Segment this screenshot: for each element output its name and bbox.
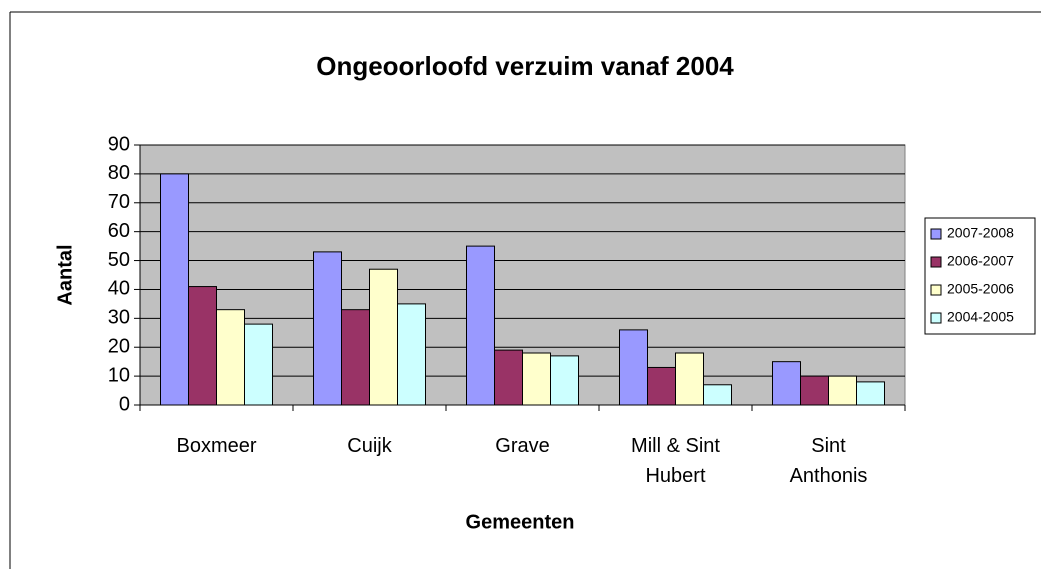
x-tick-label: Cuijk — [347, 435, 392, 457]
y-tick-label: 80 — [108, 162, 130, 184]
bar — [188, 286, 217, 406]
y-axis-label: Aantal — [54, 244, 76, 305]
bar — [772, 361, 801, 406]
bar — [244, 323, 273, 406]
bar — [856, 381, 885, 406]
legend-swatch — [930, 284, 942, 296]
legend-box — [924, 217, 1036, 335]
bar — [494, 349, 523, 406]
legend-label: 2007-2008 — [947, 225, 1014, 241]
bar — [160, 173, 189, 406]
legend-label: 2006-2007 — [947, 253, 1014, 269]
x-tick-label: Sint Anthonis — [789, 435, 868, 487]
legend-label: 2004-2005 — [947, 309, 1014, 325]
x-tick-label: Grave — [495, 435, 550, 457]
y-tick-label: 50 — [108, 249, 130, 271]
bar — [800, 375, 829, 406]
bar — [466, 245, 495, 406]
bar — [522, 352, 551, 406]
legend-swatch — [930, 312, 942, 324]
bar — [619, 329, 648, 406]
y-tick-label: 70 — [108, 191, 130, 213]
x-tick-label: Mill & Sint Hubert — [631, 435, 720, 487]
bar — [313, 251, 342, 406]
bar — [703, 384, 732, 406]
x-axis-label: Gemeenten — [466, 511, 575, 533]
bar — [828, 375, 857, 406]
chart-title: Ongeoorloofd verzuim vanaf 2004 — [316, 51, 734, 81]
x-tick-label: Boxmeer — [176, 435, 257, 457]
y-tick-label: 10 — [108, 364, 130, 386]
y-tick-label: 30 — [108, 307, 130, 329]
y-tick-label: 40 — [108, 278, 130, 300]
y-tick-label: 60 — [108, 220, 130, 242]
bar — [341, 309, 370, 406]
bar — [369, 268, 398, 406]
legend-swatch — [930, 256, 942, 268]
y-tick-label: 20 — [108, 336, 130, 358]
bar — [216, 309, 245, 406]
bar — [397, 303, 426, 406]
bar — [647, 366, 676, 406]
y-tick-label: 0 — [119, 393, 130, 415]
legend-swatch — [930, 228, 942, 240]
bar — [675, 352, 704, 406]
y-tick-label: 90 — [108, 133, 130, 155]
bar — [550, 355, 579, 406]
legend-label: 2005-2006 — [947, 281, 1014, 297]
